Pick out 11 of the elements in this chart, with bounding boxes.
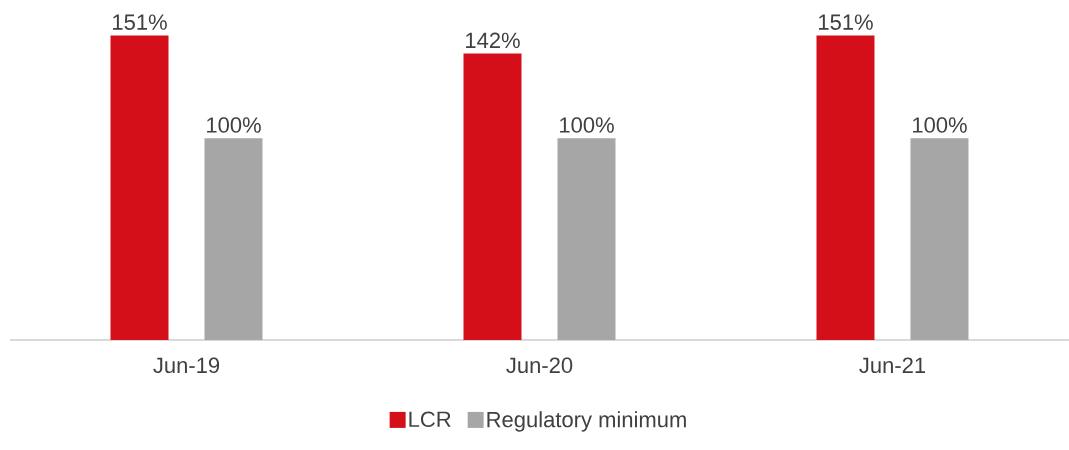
x-tick-label: Jun-21 <box>859 357 926 374</box>
data-label: 100% <box>207 117 261 133</box>
legend-label: LCR <box>409 411 451 428</box>
data-label: 151% <box>819 14 873 30</box>
data-label: 100% <box>560 117 614 133</box>
x-tick-label: Jun-20 <box>506 357 573 374</box>
data-label: 142% <box>466 32 520 49</box>
x-tick-label: Jun-19 <box>153 357 220 374</box>
data-label: 151% <box>113 14 167 30</box>
legend-label: Regulatory minimum <box>487 411 686 432</box>
data-label: 100% <box>913 117 967 133</box>
